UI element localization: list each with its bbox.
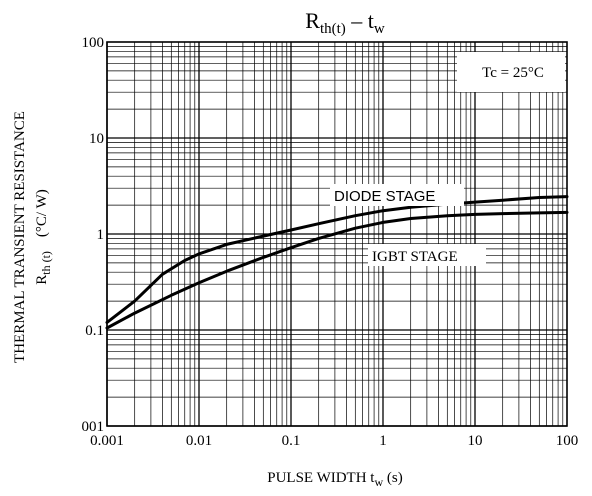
plot-grid — [106, 42, 567, 427]
series-layer — [105, 195, 569, 330]
x-tick-label: 0.001 — [90, 433, 124, 449]
igbt-label-box — [368, 244, 486, 266]
x-tick-label: 1 — [379, 433, 387, 449]
x-tick-labels: 0.001 0.01 0.1 1 10 100 — [90, 433, 578, 449]
x-tick-label: 0.1 — [282, 433, 301, 449]
x-tick-label: 10 — [468, 433, 483, 449]
x-tick-label: 0.01 — [186, 433, 212, 449]
title-main: R — [305, 8, 320, 33]
x-axis-label-sub: w — [374, 475, 383, 489]
series-line-igbt — [105, 210, 569, 330]
title-dash: – t — [346, 8, 374, 33]
y-tick-labels: 001 0.1 1 10 100 — [82, 35, 105, 435]
title-sub1: th(t) — [320, 21, 346, 37]
annotation-text: Tc = 25°C — [482, 65, 544, 81]
series-label-diode: DIODE STAGE — [334, 188, 435, 205]
y-axis-label: THERMAL TRANSIENT RESISTANCE Rth (t) (°C/… — [12, 111, 53, 363]
diode-label-group: DIODE STAGE — [330, 184, 464, 206]
y-tick-label: 100 — [82, 35, 105, 51]
x-axis-label-main: PULSE WIDTH t — [267, 470, 375, 486]
chart-title: Rth(t) – tw — [305, 8, 385, 37]
annotation-box — [457, 52, 565, 92]
title-sub2: w — [374, 21, 385, 37]
igbt-label-group: IGBT STAGE — [368, 244, 486, 266]
y-axis-label-line1: THERMAL TRANSIENT RESISTANCE — [12, 111, 28, 363]
y-axis-label-line2: Rth (t) (°C/ W) — [34, 189, 53, 285]
y-tick-label: 1 — [97, 227, 105, 243]
y-tick-label: 001 — [82, 419, 105, 435]
y-axis-label-unit: (°C/ W) — [34, 189, 50, 237]
plot-frame — [106, 41, 568, 427]
y-axis-label-rth-sub: th (t) — [39, 251, 53, 275]
temperature-annotation: Tc = 25°C — [457, 52, 565, 92]
y-axis-label-rth: R — [34, 275, 50, 285]
x-axis-label: PULSE WIDTH tw (s) — [267, 470, 402, 489]
x-tick-label: 100 — [556, 433, 579, 449]
y-tick-label: 0.1 — [85, 323, 104, 339]
diode-label-box — [330, 184, 464, 206]
y-tick-label: 10 — [89, 131, 104, 147]
series-label-igbt: IGBT STAGE — [372, 249, 458, 265]
series-line-diode — [105, 195, 569, 324]
x-axis-label-unit: (s) — [383, 470, 403, 486]
